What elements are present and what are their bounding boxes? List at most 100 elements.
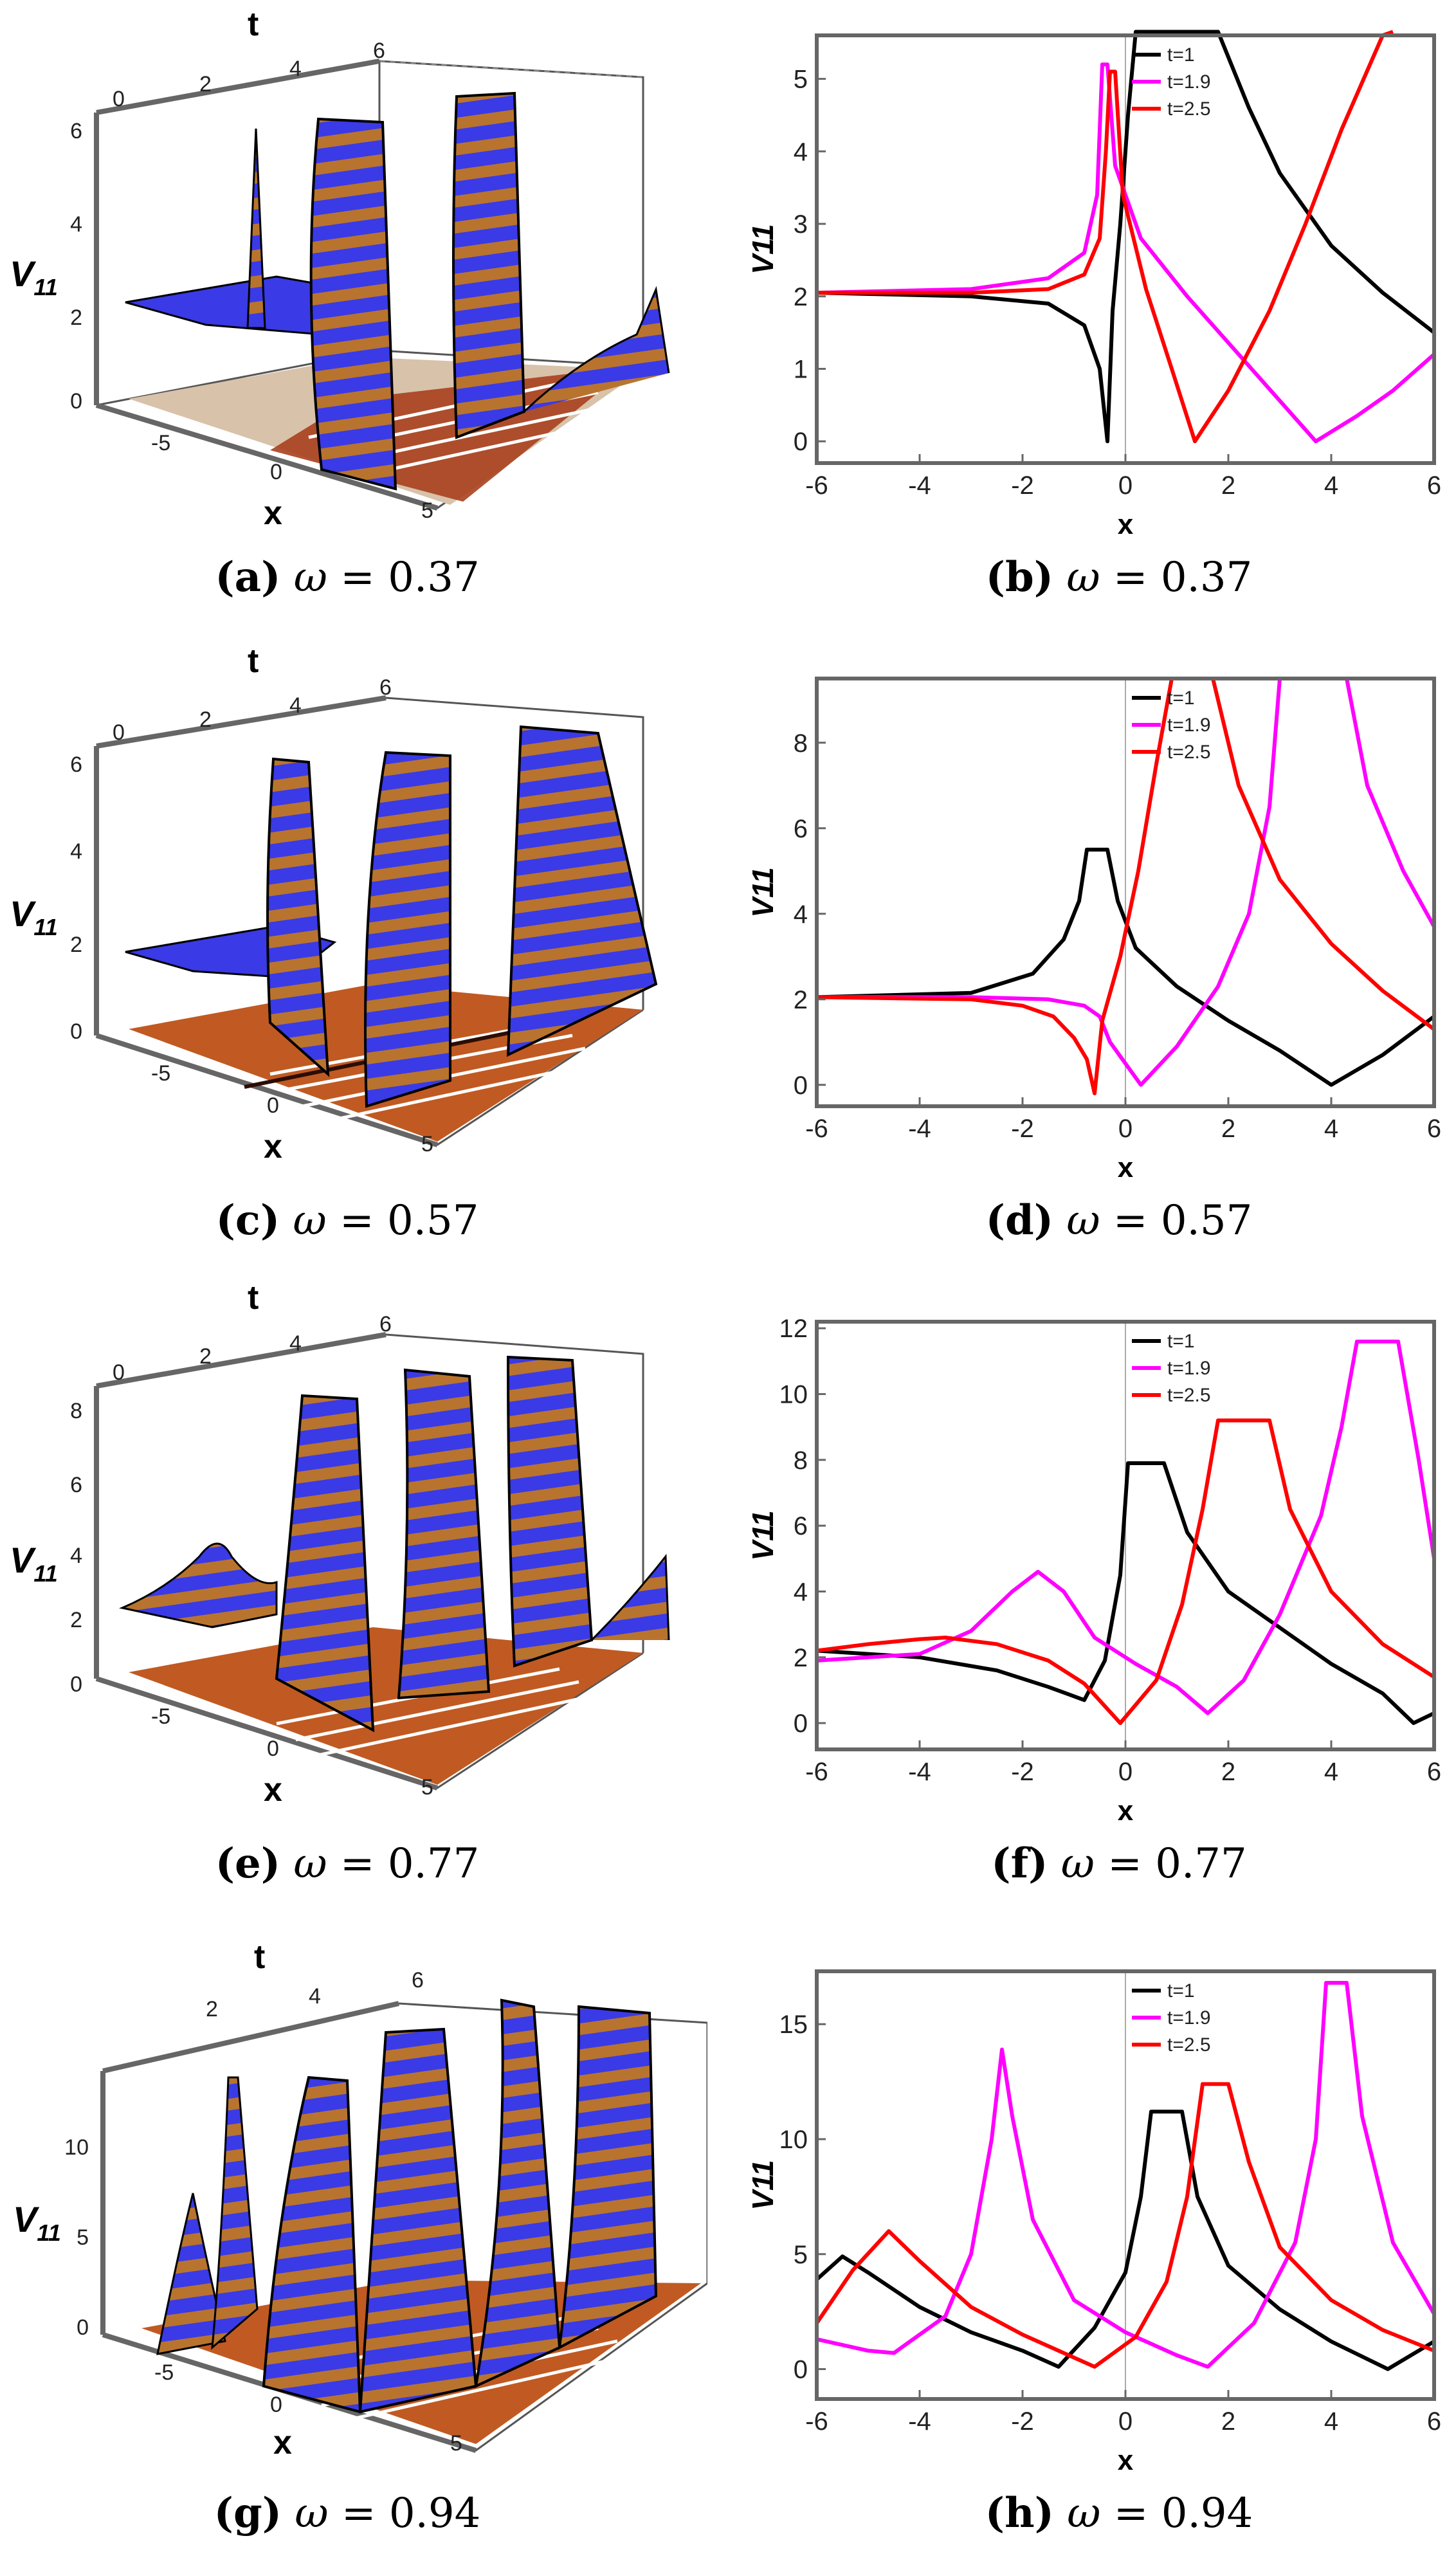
x-tick-label: 0 [1118, 471, 1133, 500]
x-tick-label: -4 [908, 2407, 931, 2436]
x-axis-label: x [1118, 1152, 1134, 1183]
caption-letter: (a) [215, 553, 281, 601]
axis-ticks: 0 2 4 6 0 2 4 6 -5 0 5 [70, 39, 433, 523]
caption-symbol: ω [295, 2490, 329, 2537]
y-tick-label: 5 [794, 66, 808, 94]
caption-value: = 0.94 [341, 2490, 481, 2537]
svg-text:5: 5 [77, 2225, 89, 2250]
y-tick-label: 12 [779, 1315, 808, 1343]
caption-letter: (b) [985, 553, 1053, 601]
x-tick-label: 6 [1427, 1115, 1441, 1143]
surface-plot-a: 0 2 4 6 0 2 4 6 -5 0 5 t V11 x [10, 6, 670, 532]
svg-text:2: 2 [199, 1344, 212, 1369]
y-axis-label: V11 [746, 224, 779, 274]
x-tick-label: 0 [1118, 2407, 1133, 2436]
caption-letter: (f) [991, 1839, 1048, 1888]
caption-letter: (e) [215, 1839, 280, 1888]
series-t=2.5 [817, 32, 1393, 441]
y-axis-label: V11 [746, 2160, 779, 2210]
x-tick-label: 2 [1221, 1115, 1235, 1143]
svg-text:4: 4 [289, 693, 302, 718]
legend-label: t=1.9 [1167, 1358, 1211, 1379]
legend-label: t=2.5 [1167, 98, 1211, 120]
svg-text:-5: -5 [151, 1061, 170, 1086]
svg-text:6: 6 [379, 675, 392, 700]
svg-text:6: 6 [379, 1312, 392, 1336]
x-tick-label: 0 [1118, 1758, 1133, 1786]
svg-text:0: 0 [70, 1019, 82, 1044]
svg-text:4: 4 [70, 839, 82, 864]
legend-label: t=1.9 [1167, 715, 1211, 736]
x-tick-label: 4 [1324, 1115, 1338, 1143]
caption-value: = 0.57 [1113, 1197, 1253, 1245]
caption-letter: (c) [215, 1196, 280, 1245]
y-tick-label: 4 [794, 138, 808, 166]
svg-text:5: 5 [421, 1132, 433, 1156]
svg-text:x: x [273, 2424, 292, 2457]
x-tick-label: -6 [805, 1115, 828, 1143]
x-tick-label: -6 [805, 471, 828, 500]
caption-symbol: ω [293, 1840, 327, 1888]
surface-plot-e: 0 2 4 6 8 0 2 4 6 -5 0 5 t V11 x [10, 1280, 670, 1809]
svg-text:2: 2 [70, 1608, 82, 1632]
svg-text:4: 4 [289, 57, 302, 81]
y-tick-label: 2 [794, 986, 808, 1014]
x-axis-label: x [1118, 1795, 1134, 1827]
x-tick-label: -4 [908, 471, 931, 500]
svg-text:0: 0 [113, 720, 125, 745]
svg-text:0: 0 [113, 1360, 125, 1385]
x-tick-label: -6 [805, 2407, 828, 2436]
legend-label: t=1.9 [1167, 2007, 1211, 2029]
y-tick-label: 2 [794, 283, 808, 311]
y-tick-label: 0 [794, 2356, 808, 2384]
caption-a: (a) ω = 0.37 [26, 553, 669, 601]
y-tick-label: 3 [794, 210, 808, 239]
svg-text:0: 0 [267, 1737, 279, 1761]
caption-symbol: ω [293, 1197, 327, 1245]
caption-value: = 0.94 [1113, 2490, 1253, 2537]
series-t=2.5 [817, 2084, 1434, 2367]
svg-text:V11: V11 [10, 253, 58, 300]
x-tick-label: 0 [1118, 1115, 1133, 1143]
svg-text:0: 0 [270, 460, 282, 484]
series-t=1 [817, 32, 1434, 441]
y-tick-label: 6 [794, 815, 808, 843]
caption-value: = 0.37 [1113, 554, 1253, 601]
svg-text:-5: -5 [151, 431, 170, 455]
surface-plot-c: 0 2 4 6 0 2 4 6 -5 0 5 t V11 x [10, 643, 658, 1165]
svg-text:4: 4 [70, 1544, 82, 1568]
x-tick-label: -2 [1011, 1115, 1034, 1143]
x-axis-label: x [1118, 509, 1134, 540]
x-tick-label: -4 [908, 1758, 931, 1786]
line-chart-h: -6 -4 -2 0 2 4 6 0 5 10 15 x V11 t=1 t=1.9 t=2.5 [746, 1969, 1441, 2476]
series-t=1 [817, 1463, 1434, 1723]
caption-value: = 0.77 [1107, 1840, 1247, 1888]
series-t=1.9 [817, 1983, 1434, 2367]
svg-text:x: x [264, 1128, 282, 1165]
y-tick-label: 10 [779, 2126, 808, 2154]
svg-text:t: t [254, 1938, 265, 1976]
legend-label: t=1.9 [1167, 71, 1211, 93]
svg-text:6: 6 [70, 753, 82, 777]
caption-symbol: ω [1066, 554, 1100, 601]
caption-letter: (h) [985, 2489, 1054, 2537]
y-tick-label: 10 [779, 1381, 808, 1409]
y-tick-label: 2 [794, 1644, 808, 1672]
series-t=1 [817, 850, 1434, 1085]
y-tick-label: 1 [794, 355, 808, 383]
legend-label: t=2.5 [1167, 1385, 1211, 1406]
legend-label: t=1 [1167, 1331, 1195, 1352]
svg-text:5: 5 [421, 498, 433, 523]
svg-text:0: 0 [77, 2315, 89, 2340]
y-tick-label: 0 [794, 428, 808, 456]
surface-plot-g: 0 5 10 2 4 6 -5 0 5 t V11 x [13, 1938, 707, 2457]
svg-text:6: 6 [412, 1968, 424, 1993]
svg-text:5: 5 [450, 2431, 462, 2456]
x-tick-label: 6 [1427, 1758, 1441, 1786]
y-tick-label: 4 [794, 1578, 808, 1606]
box-frame [94, 59, 644, 511]
caption-value: = 0.37 [340, 554, 480, 601]
caption-value: = 0.57 [339, 1197, 479, 1245]
svg-text:4: 4 [309, 1984, 321, 2009]
line-chart-d: -6 -4 -2 0 2 4 6 0 2 4 6 8 x V11 t=1 t=1.9 t=2.5 [746, 677, 1441, 1183]
